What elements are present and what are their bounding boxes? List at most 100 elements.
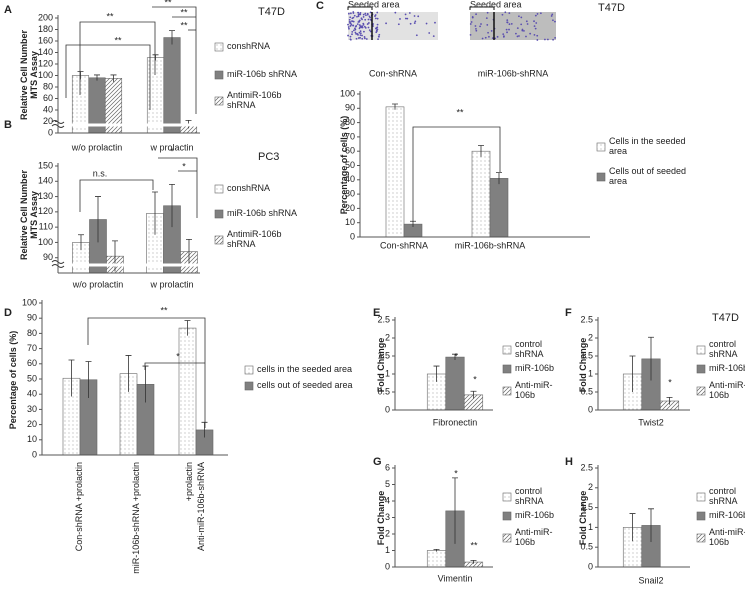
x-tick-label: Vimentin [438, 573, 473, 583]
cell-dot [362, 23, 365, 26]
legend-swatch [214, 209, 224, 219]
legend-label: control shRNA [709, 339, 738, 359]
significance-label: ** [114, 35, 122, 45]
cell-dot [535, 22, 538, 24]
panel-1: B PC3 Relative Cell NumberMTS Assay 90 100 11… [4, 119, 297, 289]
cell-dot [349, 35, 352, 38]
y-tick-label: 30 [345, 188, 355, 198]
cell-dot [529, 32, 532, 35]
cell-dot [349, 38, 352, 41]
y-tick-label: 1.5 [580, 350, 593, 360]
cell-dot [347, 26, 350, 28]
cell-dot [475, 13, 477, 16]
panel-letter: G [373, 456, 382, 468]
legend-label: control shRNA [515, 486, 544, 506]
y-tick-label: 0.5 [377, 386, 390, 396]
cell-dot [413, 15, 416, 17]
bar [163, 37, 181, 134]
cell-dot [490, 30, 493, 32]
cell-dot [469, 33, 472, 36]
cell-dot [355, 25, 358, 27]
y-tick-label: 160 [38, 35, 53, 45]
legend-label: miR-106b [515, 510, 554, 520]
error-bar [201, 421, 208, 438]
cell-dot [508, 12, 511, 15]
bar [385, 106, 405, 238]
cell-dot [552, 19, 554, 22]
legend-label: miR-106b [709, 510, 745, 520]
cell-dot [397, 23, 400, 26]
y-tick-label: 0.5 [580, 542, 593, 552]
cell-dot [414, 20, 417, 23]
cell-dot [502, 35, 505, 38]
y-axis-label: Fold Change [578, 491, 588, 546]
cell-dot [352, 29, 355, 32]
cell-dot [434, 21, 436, 24]
cell-dot [351, 33, 353, 36]
cell-dot [432, 35, 435, 37]
significance-label: ** [180, 20, 188, 30]
y-tick-label: 40 [43, 104, 53, 114]
legend-swatch [502, 364, 512, 374]
cell-dot [349, 22, 352, 25]
cell-dot [409, 22, 412, 25]
panel-7: H Fold Change 0 0.5 1 1.5 2 2.5 control shRNA miR-… [565, 456, 745, 585]
panel-3: D Percentage of cells (%) 0 10 20 30 40 50 60 70 8… [4, 297, 353, 573]
panel-letter: E [373, 307, 380, 319]
error-bar [152, 54, 159, 61]
legend-label: Cells out of seeded area [609, 166, 686, 186]
seed-bracket [347, 6, 373, 10]
cell-dot [364, 18, 367, 21]
y-tick-label: 120 [38, 206, 53, 216]
panel-letter: C [316, 0, 324, 12]
micrograph [470, 12, 556, 40]
panel-letter: H [565, 456, 573, 468]
y-tick-label: 60 [43, 93, 53, 103]
y-tick-label: 0 [588, 404, 593, 414]
cell-dot [365, 14, 367, 17]
cell-dot [496, 35, 499, 38]
legend-label: Anti-miR-106b [709, 527, 745, 547]
cell-dot [374, 17, 377, 20]
legend-label: miR-106b shRNA [227, 208, 297, 218]
cell-dot [347, 23, 349, 26]
legend-label: Anti-miR-106b [515, 527, 553, 547]
cell-dot [480, 23, 482, 25]
error-bar [68, 359, 75, 397]
cell-dot [360, 17, 363, 20]
y-tick-label: 60 [27, 358, 37, 368]
y-tick-label: 40 [27, 389, 37, 399]
cell-dot [487, 31, 489, 34]
cell-dot [546, 38, 549, 41]
cell-dot [534, 14, 537, 17]
y-tick-label: 0 [588, 561, 593, 571]
y-tick-label: 90 [345, 103, 355, 113]
significance-bracket [144, 362, 205, 370]
cell-dot [485, 17, 488, 20]
cell-dot [554, 20, 556, 23]
legend-label: conshRNA [227, 41, 270, 51]
cell-dot [359, 32, 362, 35]
cell-dot [505, 28, 508, 31]
y-tick-label: 1 [385, 545, 390, 555]
cell-dot [364, 12, 367, 15]
y-tick-label: 1 [588, 522, 593, 532]
cell-dot [520, 16, 523, 19]
cell-dot [349, 16, 352, 19]
bar [489, 178, 509, 238]
legend-swatch [696, 492, 706, 502]
cell-dot [363, 30, 365, 33]
legend-label: cells in the seeded area [257, 364, 352, 374]
y-tick-label: 2 [588, 482, 593, 492]
y-tick-label: 10 [27, 434, 37, 444]
significance-label: ** [470, 540, 478, 550]
cell-dot [470, 21, 473, 23]
x-tick-label: miR-106b-shRNA [455, 240, 526, 250]
cell-dot [348, 18, 351, 21]
cell-dot [520, 23, 523, 26]
image-label: Seeded area [348, 0, 400, 9]
cell-dot [353, 14, 356, 17]
cell-dot [533, 25, 536, 27]
cell-dot [369, 30, 372, 33]
cell-dot [417, 15, 420, 18]
